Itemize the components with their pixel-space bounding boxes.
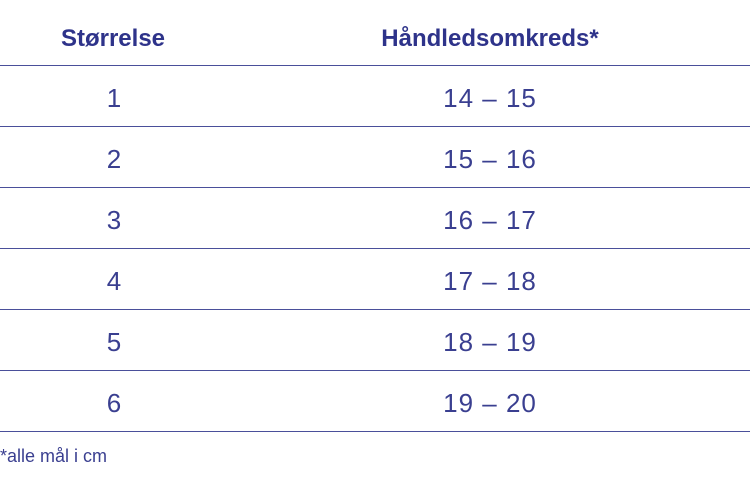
table-row: 5 18 – 19: [0, 310, 750, 371]
circumference-cell: 16 – 17: [443, 205, 537, 235]
circumference-cell: 18 – 19: [443, 327, 537, 357]
table-row: 4 17 – 18: [0, 249, 750, 310]
size-cell: 1: [106, 83, 122, 113]
size-cell: 2: [106, 144, 122, 174]
header-wrist-circumference: Håndledsomkreds*: [381, 25, 599, 52]
circumference-cell: 15 – 16: [443, 144, 537, 174]
table-row: 3 16 – 17: [0, 188, 750, 249]
table-row: 2 15 – 16: [0, 127, 750, 188]
circumference-cell: 17 – 18: [443, 266, 537, 296]
table-row: 6 19 – 20: [0, 371, 750, 432]
size-table: Størrelse Håndledsomkreds* 1 14 – 15 2 1…: [0, 0, 750, 432]
table-header-row: Størrelse Håndledsomkreds*: [0, 0, 750, 66]
circumference-cell: 14 – 15: [443, 83, 537, 113]
footnote: *alle mål i cm: [0, 446, 108, 466]
size-cell: 6: [106, 388, 122, 418]
header-size: Størrelse: [60, 25, 166, 52]
table-row: 1 14 – 15: [0, 66, 750, 127]
circumference-cell: 19 – 20: [443, 388, 537, 418]
size-cell: 3: [106, 205, 122, 235]
size-cell: 5: [106, 327, 122, 357]
size-cell: 4: [106, 266, 122, 296]
